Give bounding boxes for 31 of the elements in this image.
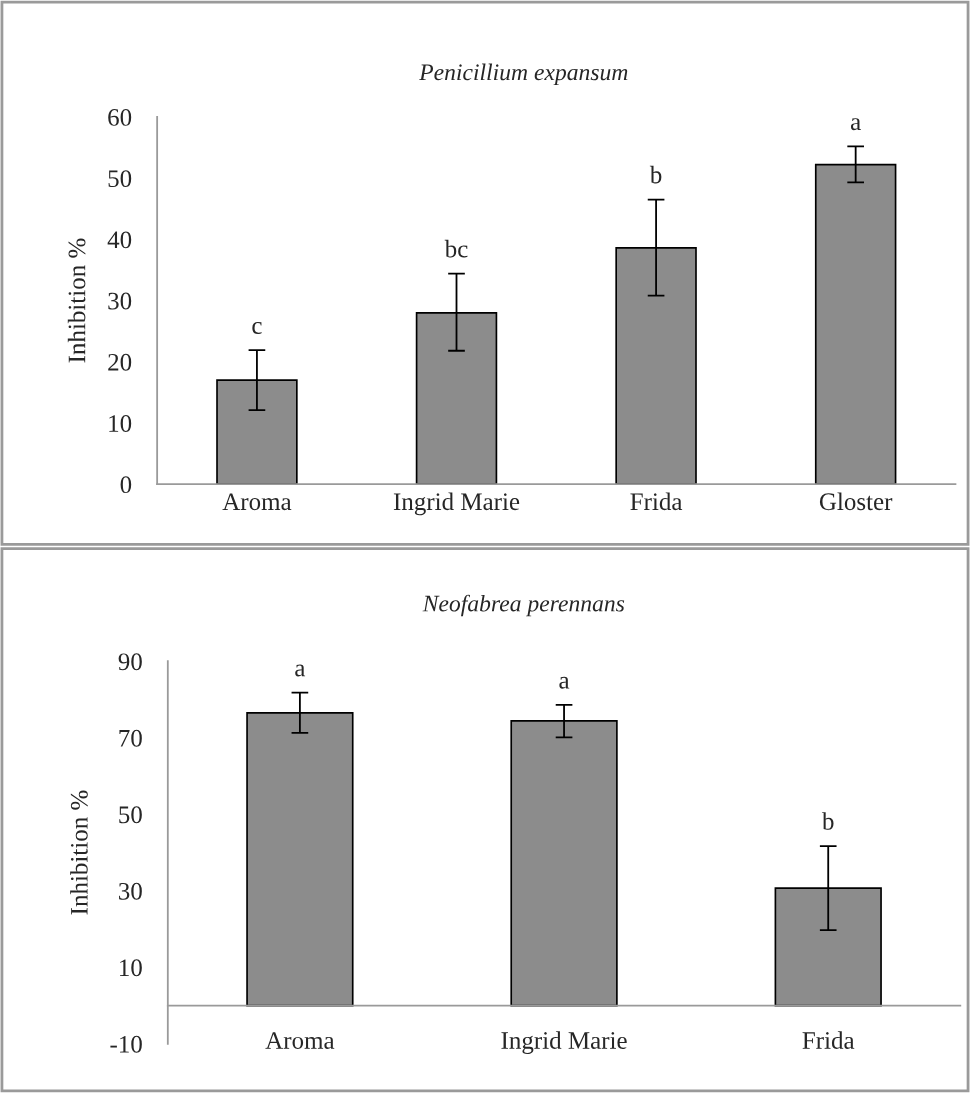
- x-tick-label: Gloster: [819, 492, 893, 511]
- y-tick-label: 60: [108, 109, 132, 126]
- y-tick-label: 30: [119, 882, 142, 900]
- y-tick-label: 10: [120, 959, 142, 977]
- y-tick-label: 20: [108, 353, 132, 371]
- y-tick-label: 40: [107, 231, 132, 249]
- y-axis-title: Inhibition %: [67, 238, 86, 363]
- x-tick-label: Ingrid Marie: [501, 1031, 627, 1055]
- annotation: a: [850, 118, 861, 131]
- annotation: c: [252, 321, 262, 334]
- annotation: bc: [444, 239, 468, 258]
- y-tick-label: 10: [109, 415, 132, 432]
- y-tick-label: 50: [119, 806, 142, 824]
- x-tick-label: Frida: [802, 1031, 855, 1049]
- y-tick-label: 70: [119, 729, 142, 747]
- annotation: b: [821, 812, 834, 830]
- chart-title: Penicillium expansum: [419, 63, 628, 86]
- x-tick-label: Frida: [630, 492, 683, 511]
- y-tick-label: 90: [118, 653, 142, 671]
- x-tick-label: Aroma: [222, 493, 292, 511]
- annotation: b: [649, 165, 662, 184]
- y-axis-title: Inhibition %: [70, 790, 88, 915]
- chart-title: Neofabrea perennans: [422, 594, 625, 617]
- y-tick-label: 50: [108, 170, 132, 188]
- y-tick-label: 0: [120, 476, 132, 494]
- annotation: a: [295, 664, 306, 677]
- x-tick-label: Ingrid Marie: [393, 492, 520, 516]
- x-tick-label: Aroma: [265, 1032, 335, 1049]
- y-tick-label: -10: [110, 1035, 142, 1053]
- y-tick-label: 30: [108, 292, 132, 310]
- annotation: a: [559, 676, 570, 689]
